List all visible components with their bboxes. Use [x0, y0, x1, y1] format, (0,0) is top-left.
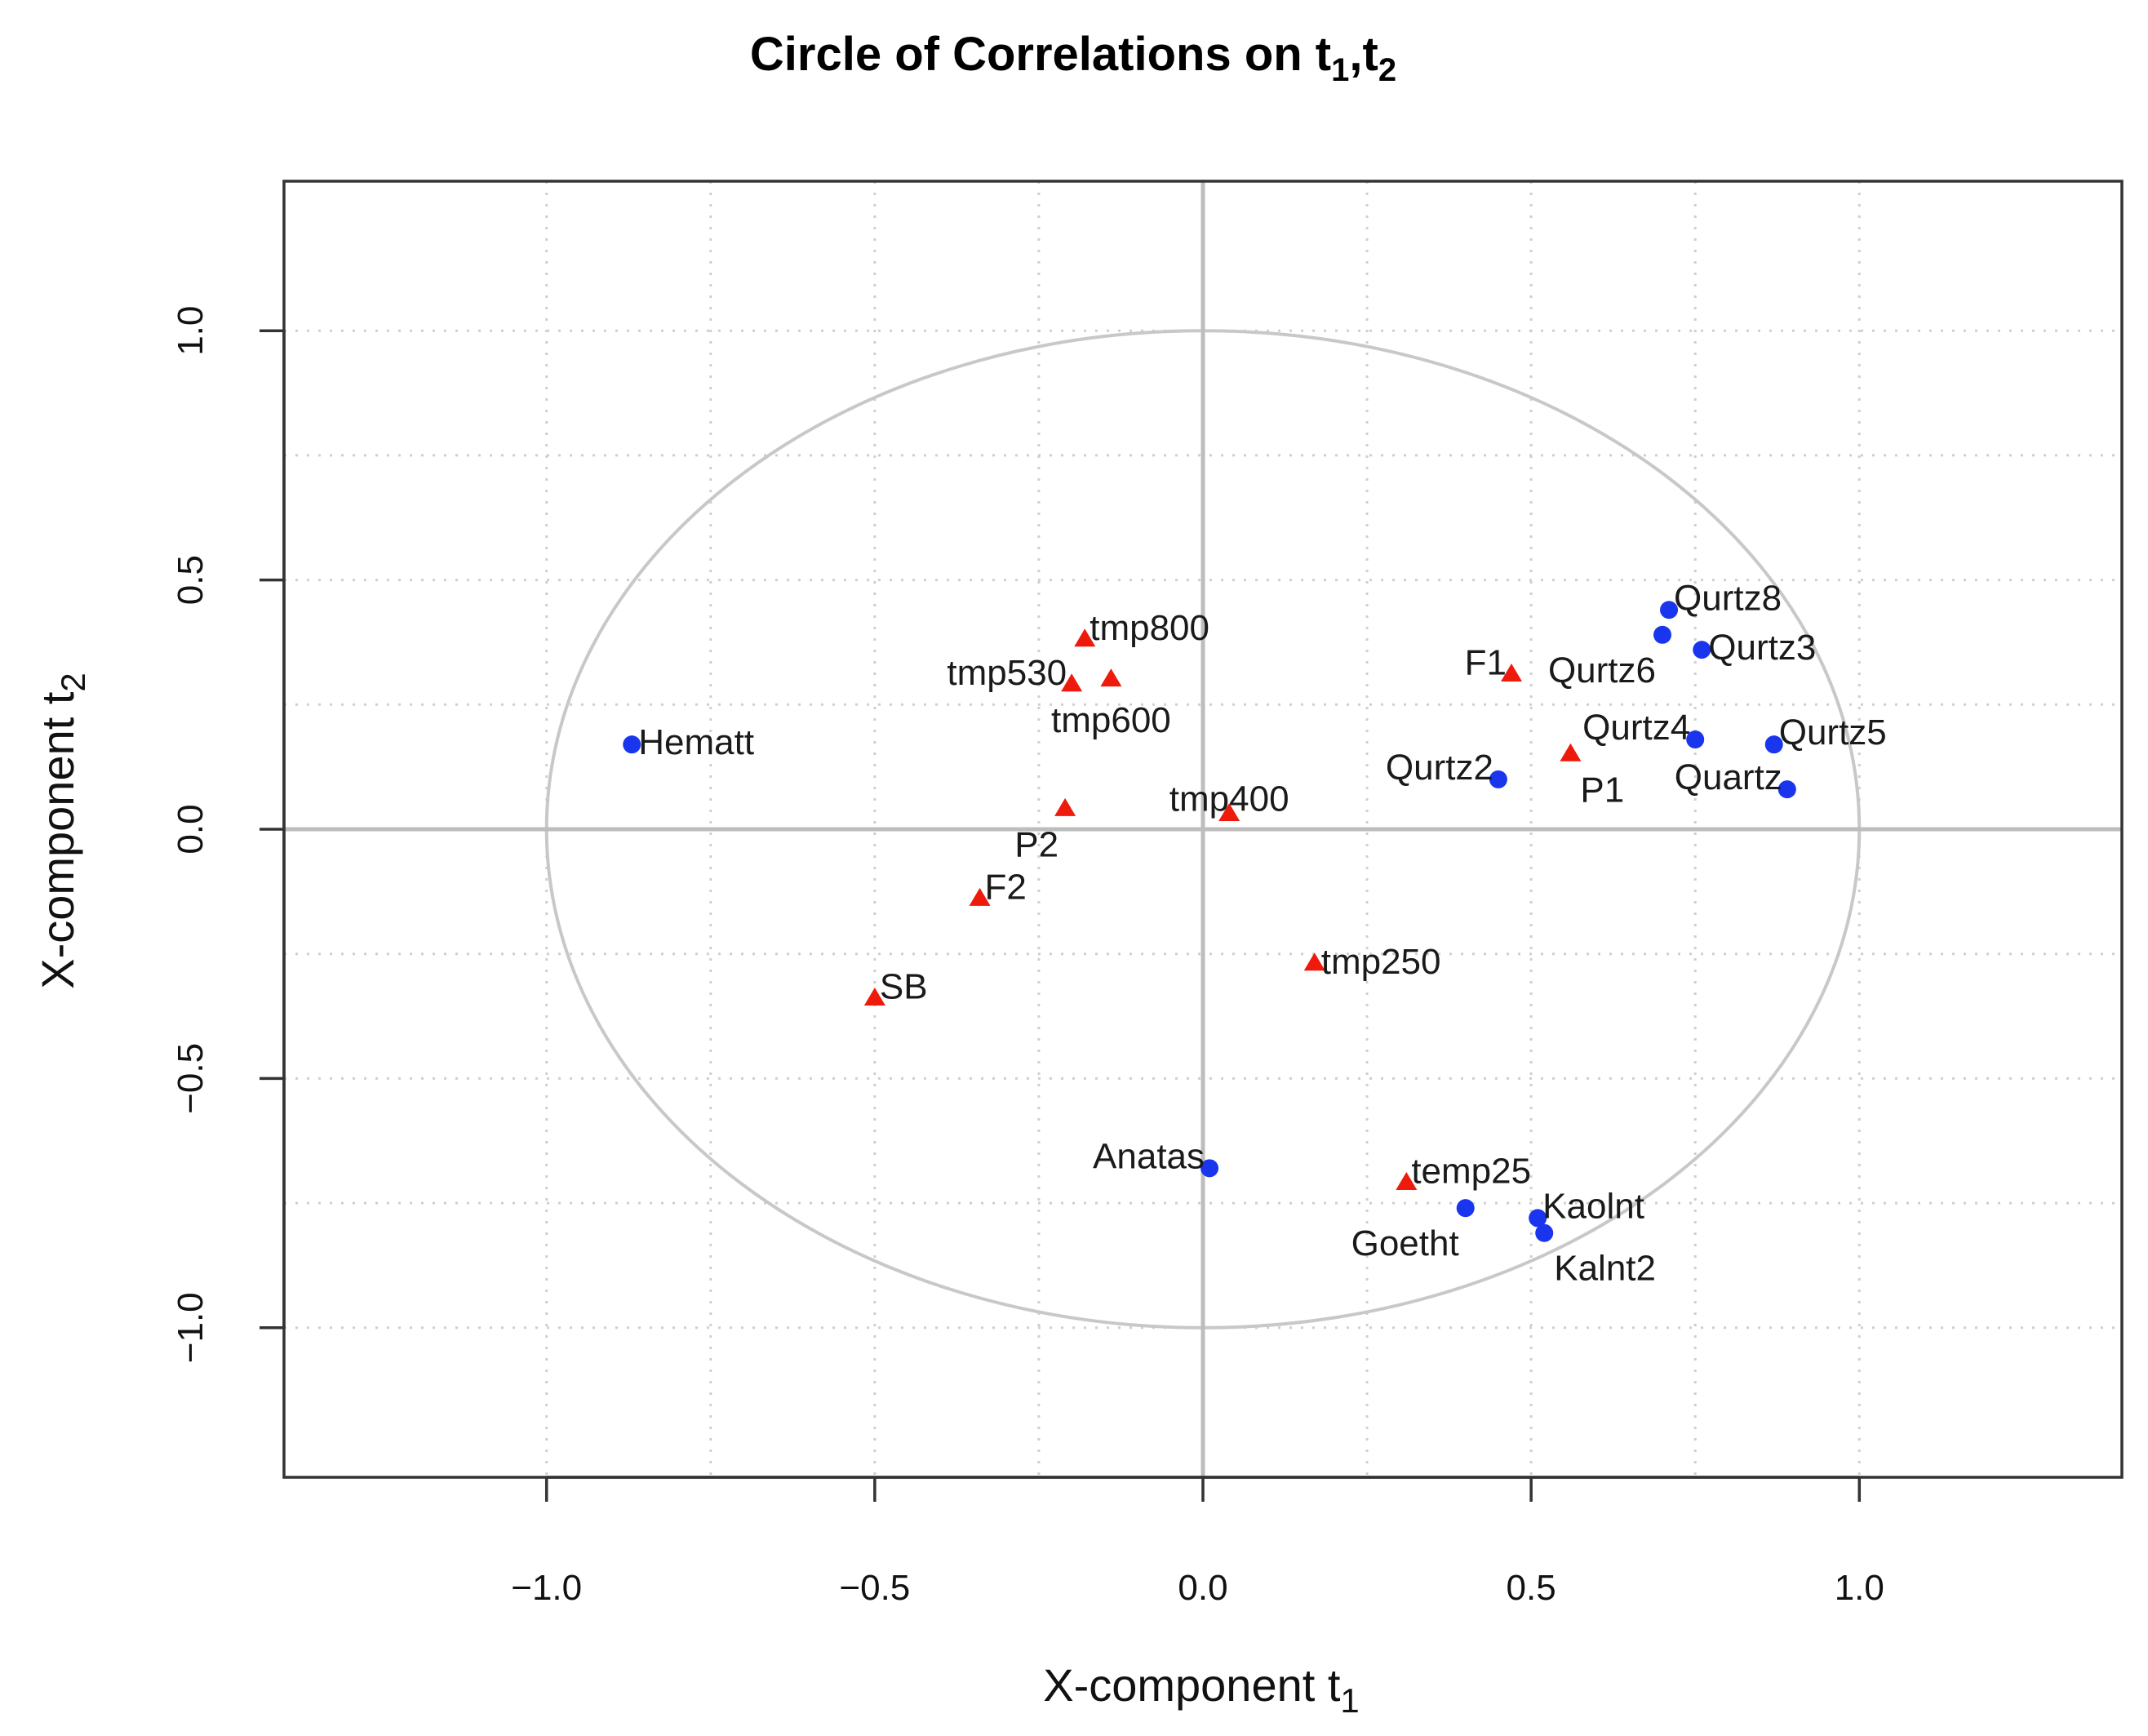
point-tmp250 — [1303, 952, 1325, 971]
point-label-tmp600: tmp600 — [1051, 700, 1171, 740]
point-label-qurtz5: Qurtz5 — [1779, 713, 1887, 753]
point-qurtz3 — [1693, 641, 1711, 659]
point-label-p1: P1 — [1580, 770, 1624, 810]
x-tick-label-4: 1.0 — [1835, 1568, 1884, 1608]
point-label-tmp400: tmp400 — [1169, 779, 1289, 819]
point-anatas — [1200, 1159, 1219, 1178]
point-label-qurtz3: Qurtz3 — [1708, 628, 1816, 668]
x-tick-label-1: −0.5 — [839, 1568, 910, 1608]
y-tick-label-2: 0.0 — [171, 804, 211, 854]
point-label-kalnt2: Kalnt2 — [1554, 1249, 1656, 1289]
point-qurtz6 — [1653, 625, 1671, 644]
point-label-p2: P2 — [1014, 825, 1058, 865]
point-temp25 — [1396, 1172, 1418, 1191]
point-label-f2: F2 — [985, 868, 1027, 908]
chart-title: Circle of Correlations on t1,t2 — [750, 28, 1396, 88]
point-quartz — [1777, 780, 1796, 799]
point-f1 — [1501, 664, 1523, 682]
x-tick-label-2: 0.0 — [1178, 1568, 1227, 1608]
point-label-anatas: Anatas — [1093, 1136, 1205, 1176]
point-tmp530 — [1061, 673, 1083, 692]
point-p1 — [1560, 743, 1582, 761]
point-qurtz5 — [1764, 735, 1783, 754]
point-label-sb: SB — [880, 967, 928, 1007]
point-label-qurtz8: Qurtz8 — [1674, 578, 1782, 618]
point-p2 — [1054, 797, 1076, 816]
point-label-goetht: Goetht — [1351, 1223, 1459, 1263]
x-tick-label-0: −1.0 — [511, 1568, 582, 1608]
y-tick-label-0: −1.0 — [171, 1292, 211, 1363]
y-axis-label: X-component t2 — [32, 673, 92, 989]
y-tick-label-4: 1.0 — [171, 306, 211, 356]
x-axis-label: X-component t1 — [1043, 1659, 1360, 1720]
point-kalnt2 — [1535, 1223, 1554, 1242]
point-hematt — [623, 735, 641, 754]
point-f2 — [969, 887, 991, 906]
point-qurtz8 — [1660, 601, 1679, 619]
point-label-qurtz2: Qurtz2 — [1386, 748, 1493, 788]
point-label-qurtz6: Qurtz6 — [1548, 650, 1656, 690]
point-qurtz4 — [1686, 730, 1705, 749]
point-label-f1: F1 — [1465, 643, 1507, 683]
point-label-tmp530: tmp530 — [947, 653, 1067, 693]
point-label-qurtz4: Qurtz4 — [1582, 708, 1690, 748]
point-tmp600 — [1100, 668, 1122, 687]
point-label-temp25: temp25 — [1411, 1152, 1531, 1192]
plot-area: −1.0 −0.5 0.0 0.5 1.0 −1.0 −0.5 0.0 0.5 1.0 Hematt… — [171, 180, 2124, 1608]
point-qurtz2 — [1489, 770, 1507, 788]
y-tick-label-1: −0.5 — [171, 1043, 211, 1114]
point-label-kaolnt: Kaolnt — [1542, 1186, 1644, 1226]
point-sb — [863, 988, 885, 1006]
point-kaolnt — [1529, 1209, 1547, 1228]
point-label-tmp250: tmp250 — [1321, 942, 1441, 982]
point-tmp400 — [1218, 803, 1240, 822]
point-label-quartz: Quartz — [1675, 757, 1782, 797]
x-tick-label-3: 0.5 — [1507, 1568, 1556, 1608]
point-goetht — [1456, 1199, 1475, 1218]
point-tmp800 — [1074, 628, 1096, 647]
y-tick-label-3: 0.5 — [171, 555, 211, 605]
point-label-tmp800: tmp800 — [1090, 608, 1209, 648]
point-label-hematt: Hematt — [638, 722, 754, 762]
